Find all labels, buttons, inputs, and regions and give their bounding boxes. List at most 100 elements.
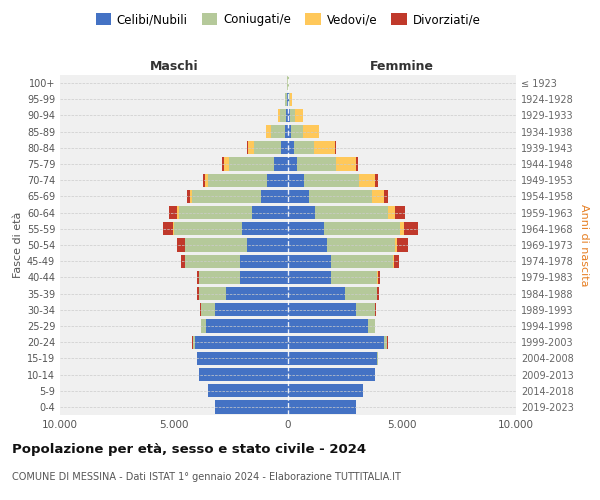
- Bar: [345, 287, 377, 300]
- Bar: [336, 158, 356, 170]
- Bar: [384, 336, 387, 349]
- Bar: [194, 336, 288, 349]
- Y-axis label: Fasce di età: Fasce di età: [13, 212, 23, 278]
- Bar: [181, 254, 185, 268]
- Bar: [288, 336, 384, 349]
- Bar: [395, 206, 406, 220]
- Bar: [373, 190, 384, 203]
- Bar: [288, 141, 294, 154]
- Bar: [254, 141, 281, 154]
- Bar: [356, 303, 374, 316]
- Bar: [368, 320, 374, 332]
- Bar: [223, 158, 224, 170]
- Bar: [226, 287, 288, 300]
- Bar: [274, 158, 288, 170]
- Bar: [288, 270, 331, 284]
- Bar: [393, 254, 394, 268]
- Bar: [288, 320, 368, 332]
- Bar: [197, 287, 199, 300]
- Bar: [288, 303, 356, 316]
- Bar: [284, 125, 288, 138]
- Bar: [224, 158, 229, 170]
- Y-axis label: Anni di nascita: Anni di nascita: [579, 204, 589, 286]
- Bar: [280, 109, 286, 122]
- Bar: [266, 125, 271, 138]
- Bar: [281, 141, 288, 154]
- Bar: [288, 206, 316, 220]
- Legend: Celibi/Nubili, Coniugati/e, Vedovi/e, Divorziati/e: Celibi/Nubili, Coniugati/e, Vedovi/e, Di…: [91, 8, 485, 31]
- Bar: [200, 303, 201, 316]
- Bar: [288, 174, 304, 187]
- Bar: [288, 190, 308, 203]
- Bar: [287, 92, 288, 106]
- Bar: [374, 174, 378, 187]
- Bar: [242, 222, 288, 235]
- Bar: [248, 141, 254, 154]
- Bar: [290, 109, 295, 122]
- Bar: [251, 206, 288, 220]
- Bar: [316, 206, 388, 220]
- Bar: [177, 238, 185, 252]
- Bar: [304, 174, 359, 187]
- Bar: [359, 174, 374, 187]
- Bar: [400, 222, 404, 235]
- Bar: [169, 206, 178, 220]
- Bar: [404, 222, 418, 235]
- Bar: [303, 125, 319, 138]
- Bar: [190, 190, 192, 203]
- Bar: [288, 238, 327, 252]
- Bar: [288, 92, 289, 106]
- Bar: [394, 254, 398, 268]
- Bar: [206, 320, 288, 332]
- Bar: [215, 400, 288, 413]
- Bar: [375, 303, 376, 316]
- Bar: [199, 287, 226, 300]
- Bar: [288, 400, 356, 413]
- Bar: [288, 109, 290, 122]
- Bar: [247, 141, 248, 154]
- Bar: [187, 190, 190, 203]
- Bar: [285, 92, 286, 106]
- Bar: [377, 270, 380, 284]
- Bar: [192, 190, 260, 203]
- Bar: [295, 109, 303, 122]
- Bar: [229, 158, 274, 170]
- Bar: [247, 238, 288, 252]
- Bar: [193, 336, 194, 349]
- Text: COMUNE DI MESSINA - Dati ISTAT 1° gennaio 2024 - Elaborazione TUTTITALIA.IT: COMUNE DI MESSINA - Dati ISTAT 1° gennai…: [12, 472, 401, 482]
- Bar: [356, 158, 358, 170]
- Bar: [314, 141, 335, 154]
- Bar: [331, 254, 393, 268]
- Bar: [203, 174, 205, 187]
- Text: Maschi: Maschi: [149, 60, 199, 74]
- Bar: [331, 270, 377, 284]
- Bar: [288, 222, 325, 235]
- Bar: [288, 287, 345, 300]
- Text: Popolazione per età, sesso e stato civile - 2024: Popolazione per età, sesso e stato civil…: [12, 442, 366, 456]
- Bar: [163, 222, 173, 235]
- Bar: [202, 303, 215, 316]
- Bar: [286, 109, 288, 122]
- Bar: [240, 270, 288, 284]
- Bar: [202, 320, 206, 332]
- Bar: [308, 190, 373, 203]
- Bar: [208, 174, 268, 187]
- Bar: [288, 368, 374, 381]
- Bar: [327, 238, 395, 252]
- Bar: [178, 206, 179, 220]
- Bar: [205, 174, 208, 187]
- Bar: [288, 254, 331, 268]
- Bar: [199, 368, 288, 381]
- Bar: [179, 206, 251, 220]
- Bar: [286, 92, 287, 106]
- Bar: [278, 109, 280, 122]
- Bar: [395, 238, 397, 252]
- Bar: [240, 254, 288, 268]
- Bar: [197, 270, 199, 284]
- Text: Femmine: Femmine: [370, 60, 434, 74]
- Bar: [288, 158, 297, 170]
- Bar: [388, 206, 395, 220]
- Bar: [185, 238, 247, 252]
- Bar: [288, 384, 363, 398]
- Bar: [268, 174, 288, 187]
